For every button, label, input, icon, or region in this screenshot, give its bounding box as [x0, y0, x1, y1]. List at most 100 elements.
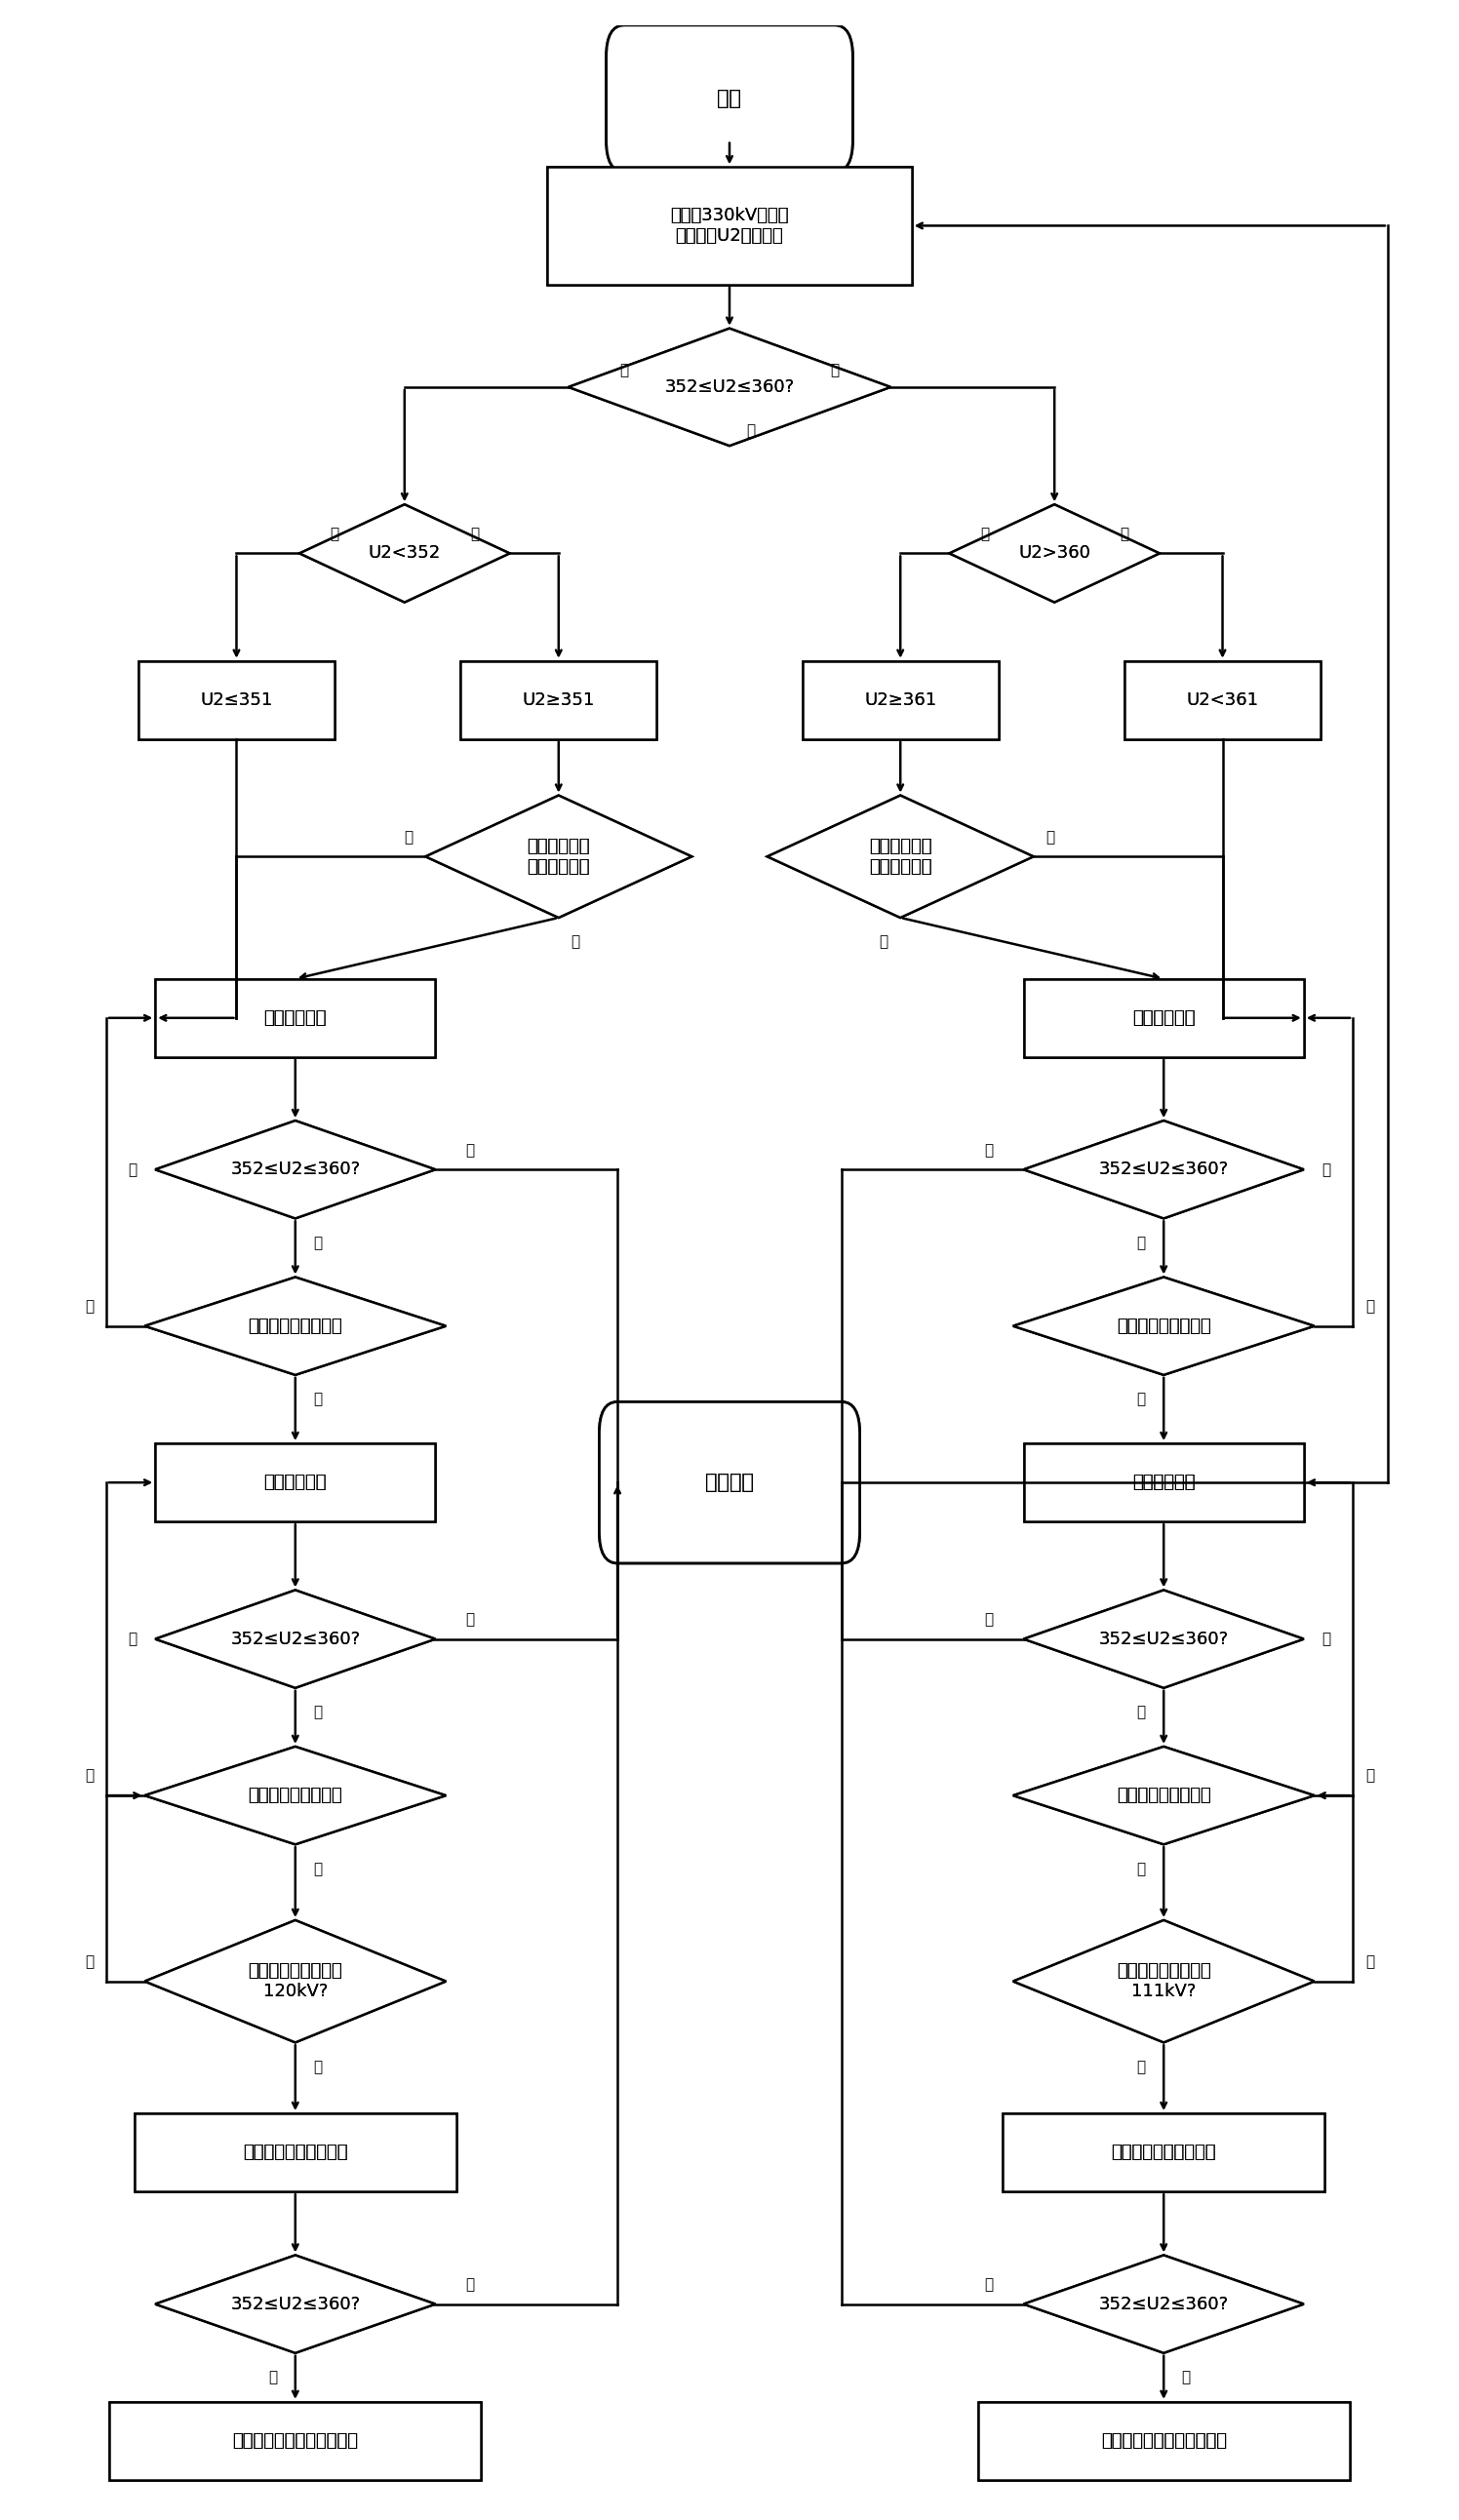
- Text: 否: 否: [620, 363, 629, 378]
- Text: 退一组电抗器: 退一组电抗器: [264, 1008, 327, 1026]
- Text: 低压侧电压是否小于
111kV?: 低压侧电压是否小于 111kV?: [1116, 1963, 1211, 2001]
- Text: U2≤351: U2≤351: [200, 690, 273, 708]
- Polygon shape: [155, 1121, 435, 1220]
- Text: 低压侧电压是否大于
120kV?: 低压侧电压是否大于 120kV?: [248, 1963, 343, 2001]
- Bar: [1125, 660, 1320, 738]
- Polygon shape: [569, 328, 890, 446]
- Text: 退一组电容器: 退一组电容器: [1132, 1008, 1195, 1026]
- Text: 低压侧电压是否小于
111kV?: 低压侧电压是否小于 111kV?: [1116, 1963, 1211, 2001]
- Text: U2≤351: U2≤351: [200, 690, 273, 708]
- Text: 352≤U2≤360?: 352≤U2≤360?: [665, 378, 794, 396]
- Text: U2≥361: U2≥361: [864, 690, 937, 708]
- Polygon shape: [155, 1121, 435, 1220]
- Text: 电抗器是否全部投入: 电抗器是否全部投入: [1116, 1787, 1211, 1804]
- Text: U2<352: U2<352: [368, 544, 441, 562]
- FancyBboxPatch shape: [600, 1401, 859, 1562]
- Text: U2≥351: U2≥351: [522, 690, 595, 708]
- Polygon shape: [144, 1278, 446, 1376]
- Polygon shape: [950, 504, 1160, 602]
- Text: 电容器是否全部投入: 电容器是否全部投入: [248, 1787, 343, 1804]
- Text: 电容器是否全部退出: 电容器是否全部退出: [1116, 1318, 1211, 1336]
- Text: 投一组电抗器: 投一组电抗器: [1132, 1474, 1195, 1492]
- Polygon shape: [1013, 1278, 1315, 1376]
- Polygon shape: [144, 1920, 446, 2041]
- Polygon shape: [426, 796, 692, 917]
- Text: 电容器是否全部投入: 电容器是否全部投入: [248, 1787, 343, 1804]
- Text: U2>360: U2>360: [1018, 544, 1090, 562]
- Text: 是: 是: [470, 527, 479, 542]
- Polygon shape: [1024, 1121, 1304, 1220]
- Bar: [155, 1444, 435, 1522]
- Bar: [155, 978, 435, 1056]
- Text: 高压侧分接头升高一档: 高压侧分接头升高一档: [242, 2145, 347, 2162]
- Text: 算法停止: 算法停止: [705, 1472, 754, 1492]
- Text: 352≤U2≤360?: 352≤U2≤360?: [231, 2296, 360, 2313]
- Text: 否: 否: [314, 1235, 322, 1250]
- Polygon shape: [1013, 1746, 1315, 1845]
- Text: 是: 是: [314, 1391, 322, 1406]
- Text: 电抗器是否全部退出: 电抗器是否全部退出: [248, 1318, 343, 1336]
- Polygon shape: [144, 1278, 446, 1376]
- Text: 否: 否: [85, 1769, 93, 1784]
- Text: U2≥361: U2≥361: [864, 690, 937, 708]
- Polygon shape: [767, 796, 1033, 917]
- Polygon shape: [1013, 1746, 1315, 1845]
- Text: 352≤U2≤360?: 352≤U2≤360?: [231, 2296, 360, 2313]
- Bar: [1024, 978, 1304, 1056]
- FancyBboxPatch shape: [607, 25, 852, 171]
- Bar: [547, 166, 912, 285]
- Text: 电抗器是否全部投入: 电抗器是否全部投入: [1116, 1787, 1211, 1804]
- Text: 风电预测出力
是否大幅减少: 风电预测出力 是否大幅减少: [527, 837, 589, 874]
- Text: 是: 是: [1137, 1391, 1145, 1406]
- Text: U2<361: U2<361: [1186, 690, 1259, 708]
- Text: 否: 否: [314, 1706, 322, 1719]
- Text: 352≤U2≤360?: 352≤U2≤360?: [1099, 2296, 1228, 2313]
- Polygon shape: [1013, 1278, 1315, 1376]
- FancyBboxPatch shape: [607, 25, 852, 171]
- Text: 是: 是: [465, 1613, 474, 1628]
- Bar: [134, 2114, 457, 2192]
- Text: 向执行站发信进行纵向调节: 向执行站发信进行纵向调节: [232, 2432, 359, 2449]
- Text: 是: 是: [465, 2278, 474, 2291]
- Bar: [1024, 1444, 1304, 1522]
- Text: 风电预测出力
是否大幅减少: 风电预测出力 是否大幅减少: [527, 837, 589, 874]
- Text: 352≤U2≤360?: 352≤U2≤360?: [231, 1162, 360, 1179]
- Polygon shape: [299, 504, 509, 602]
- Text: 否: 否: [85, 1300, 93, 1313]
- Text: 否: 否: [85, 1956, 93, 1968]
- Text: 电抗器是否全部退出: 电抗器是否全部退出: [248, 1318, 343, 1336]
- Text: 是: 是: [1121, 527, 1129, 542]
- Text: 否: 否: [1182, 2371, 1191, 2384]
- Text: 风电预测出力
是否大幅增加: 风电预测出力 是否大幅增加: [870, 837, 932, 874]
- Polygon shape: [144, 1920, 446, 2041]
- Text: 退一组电容器: 退一组电容器: [1132, 1008, 1195, 1026]
- Text: 是: 是: [314, 2059, 322, 2074]
- Bar: [1024, 978, 1304, 1056]
- Bar: [547, 166, 912, 285]
- Bar: [1002, 2114, 1325, 2192]
- Text: 否: 否: [830, 363, 839, 378]
- Polygon shape: [426, 796, 692, 917]
- Text: 向执行站发信进行纵向调节: 向执行站发信进行纵向调节: [232, 2432, 359, 2449]
- Text: 否: 否: [128, 1162, 137, 1177]
- Text: 开始: 开始: [718, 88, 741, 108]
- Text: 352≤U2≤360?: 352≤U2≤360?: [231, 1162, 360, 1179]
- Bar: [1024, 1444, 1304, 1522]
- Bar: [1002, 2114, 1325, 2192]
- Text: 否: 否: [1366, 1956, 1374, 1968]
- Bar: [802, 660, 998, 738]
- Text: 否: 否: [1322, 1630, 1331, 1646]
- Polygon shape: [1024, 1121, 1304, 1220]
- Text: 是: 是: [985, 2278, 994, 2291]
- Text: 向执行站发信进行纵向调节: 向执行站发信进行纵向调节: [1100, 2432, 1227, 2449]
- Text: 否: 否: [268, 2371, 277, 2384]
- Text: 高压侧分接头升高一档: 高压侧分接头升高一档: [242, 2145, 347, 2162]
- Text: 对瓜州330kV高压侧
母线电压U2进行判断: 对瓜州330kV高压侧 母线电压U2进行判断: [670, 207, 789, 244]
- Text: 352≤U2≤360?: 352≤U2≤360?: [1099, 1162, 1228, 1179]
- Text: 否: 否: [1366, 1769, 1374, 1784]
- Text: 是: 是: [570, 935, 579, 950]
- Text: 是: 是: [985, 1142, 994, 1157]
- Polygon shape: [299, 504, 509, 602]
- Polygon shape: [155, 2255, 435, 2354]
- FancyBboxPatch shape: [600, 1401, 859, 1562]
